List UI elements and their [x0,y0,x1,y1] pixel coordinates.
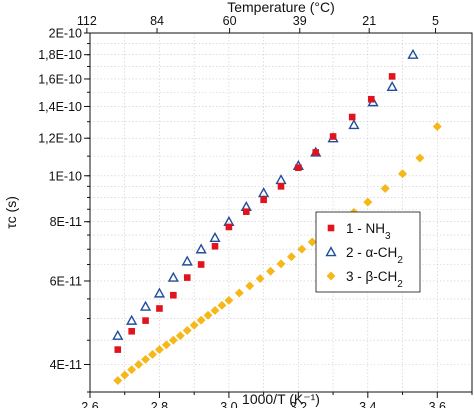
legend: 1 - NH3 2 - α-CH2 3 - β-CH2 [315,211,421,293]
y-tick-label: 2E-10 [49,27,82,41]
series-3-point [397,169,408,179]
series-2-point [181,255,193,266]
series-2-point [209,231,221,243]
series-3-point [127,365,137,375]
x-tick-label: 2,8 [151,400,168,408]
series-1-point [295,164,302,171]
series-3-point [245,281,255,291]
series-1-point [170,291,177,299]
series-1-point [197,261,205,268]
y-tick-label: 1,6E-10 [38,72,82,86]
series-1-point [329,133,337,140]
x-axis-title: 1000/T (K⁻¹) [242,391,320,407]
legend-label-3: 3 - β-CH2 [346,269,403,290]
series-2-point [275,174,287,185]
series-3-point [203,310,213,320]
series-3-point [147,349,158,360]
series-3-point [175,331,185,341]
legend-label-1: 1 - NH3 [346,221,391,242]
series-3-point [286,252,296,262]
plot-frame [89,32,473,393]
top-tick-label: 112 [77,14,97,28]
legend-marker-3 [326,271,336,281]
x-tick-label: 3,2 [290,400,307,408]
y-axis-title: τc (s) [3,196,19,229]
series-3-point [210,305,220,316]
y-tick-label: 1,4E-10 [38,100,82,114]
series-3-point [141,354,151,364]
x-tick-label: 3,4 [359,400,376,408]
series-3-point [154,345,165,355]
series-1-point [142,317,149,324]
top-tick-label: 39 [293,14,307,28]
top-axis-title: Temperature (°C) [227,0,335,15]
series-3-point [266,266,276,276]
series-2-point [139,300,152,311]
points-layer [112,48,442,386]
series-3-point [380,183,390,194]
series-1-point [260,196,267,204]
series-3-point [134,359,144,370]
series-1-point [242,208,250,215]
series-2-point [167,271,179,282]
series-3-point [217,300,227,310]
series-3-point [168,335,178,345]
legend-label-2: 2 - α-CH2 [346,245,403,266]
series-2-point [348,119,360,130]
series-1-point [225,223,233,231]
y-tick-label: 1,2E-10 [38,132,82,146]
x-tick-label: 3,0 [220,400,237,408]
top-tick-label: 84 [150,14,164,28]
series-1-point [183,274,191,281]
series-2-point [112,329,124,340]
series-1-point [277,183,285,190]
series-3-point [363,197,373,207]
y-tick-label: 1,8E-10 [38,48,82,62]
series-3-point [255,274,265,284]
series-1-point [367,95,375,103]
series-3-point [120,370,130,380]
series-1-point [211,243,219,250]
top-tick-label: 21 [362,14,376,28]
series-3-point [415,153,425,163]
series-2-point [126,314,138,325]
legend-marker-2 [325,246,337,257]
series-2-point [153,287,166,298]
series-1-point [128,327,135,335]
series-3-point [196,315,206,325]
top-tick-label: 60 [223,14,237,28]
series-1-point [312,149,320,156]
series-3-point [297,244,307,254]
y-tick-label: 1E-10 [49,169,82,183]
series-3-point [189,320,199,330]
series-2-point [407,48,419,59]
top-tick-label: 5 [432,14,439,28]
series-2-point [386,80,398,92]
series-1-point [388,73,396,80]
series-3-point [113,376,123,386]
series-1-point [348,113,356,121]
series-3-point [224,295,234,305]
y-tick-label: 8E-11 [50,215,82,229]
series-3-point [432,121,442,132]
series-1-point [156,305,163,312]
series-3-point [161,340,171,350]
y-tick-label: 4E-11 [50,358,82,372]
legend-marker-1 [327,224,335,232]
series-3-point [234,288,244,298]
x-tick-label: 3,6 [429,400,446,408]
series-3-point [307,237,317,247]
series-1-point [114,346,122,353]
y-tick-label: 6E-11 [50,274,82,288]
series-2-point [258,187,270,198]
series-3-point [182,325,192,335]
x-tick-label: 2,6 [81,400,98,408]
ticks-layer: 2,6 2,8 3,0 3,2 3,4 3,6 4E-11 6E-11 8E-11 1E-10 1,… [38,14,473,408]
series-2-point [195,243,207,254]
series-3-point [276,259,286,269]
